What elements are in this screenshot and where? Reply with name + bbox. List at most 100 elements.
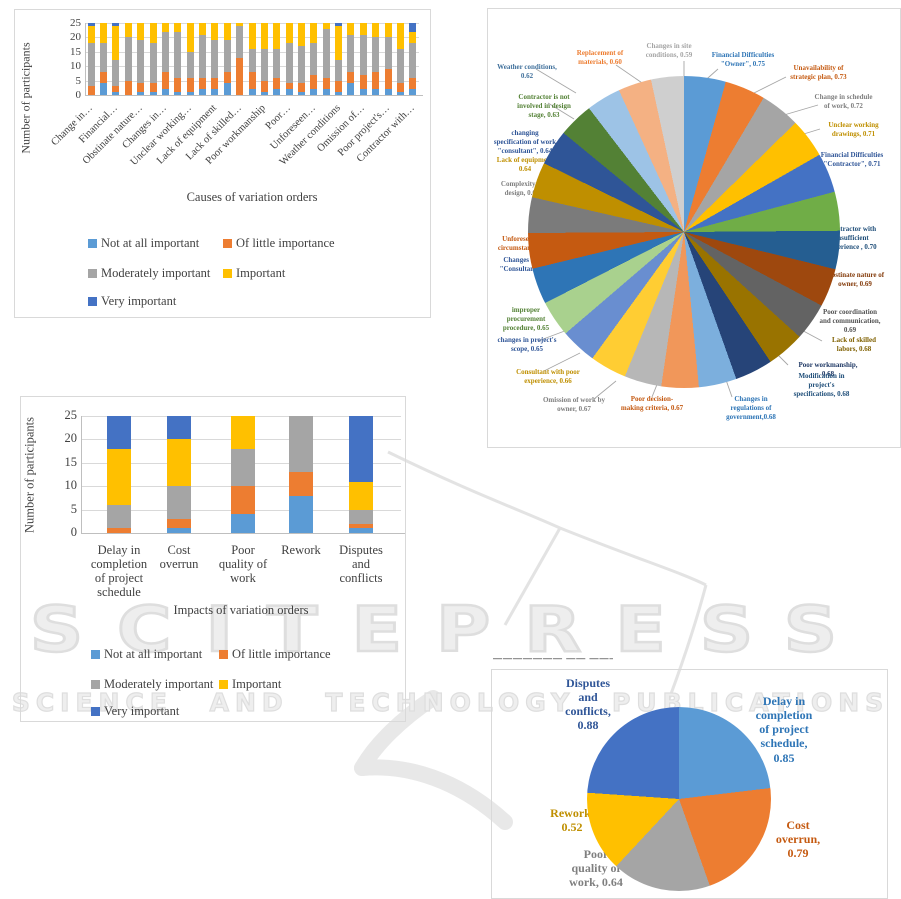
- legend-swatch: [88, 269, 97, 278]
- pie-slice-label: Contractor is not involved in design sta…: [517, 93, 571, 120]
- pie-slice-label: Poor coordination and communication, 0.6…: [819, 308, 881, 335]
- pie-slice-label: Unclear working drawings, 0.71: [828, 121, 879, 139]
- bar-segment: [231, 448, 255, 487]
- x-category-label: Rework: [281, 543, 321, 557]
- bar-segment: [310, 43, 318, 75]
- bar-segment: [310, 89, 318, 95]
- bar-segment: [285, 43, 293, 84]
- bar-segment: [199, 77, 207, 90]
- bar-segment: [289, 472, 313, 496]
- pie-slice-label: Poor decision- making criteria, 0.67: [620, 395, 684, 413]
- bar-segment: [248, 23, 256, 49]
- bar-segment: [167, 528, 191, 533]
- legend-item-little: Of little importance: [223, 236, 335, 251]
- bar-segment: [199, 89, 207, 95]
- bar-segment: [211, 23, 219, 41]
- bar-segment: [236, 23, 244, 26]
- y-tick-label: 0: [75, 89, 82, 101]
- bar-segment: [124, 23, 132, 38]
- bar-segment: [161, 31, 169, 72]
- bar-segment: [211, 40, 219, 78]
- impacts-bar-chart-panel: Number of participants Impacts of variat…: [20, 396, 406, 722]
- bar-segment: [87, 25, 95, 44]
- bar-segment: [174, 31, 182, 78]
- bar-segment: [107, 504, 131, 529]
- bar-segment: [359, 34, 367, 75]
- bar-segment: [310, 74, 318, 90]
- bar-segment: [167, 518, 191, 529]
- bar-segment: [349, 481, 373, 510]
- bar-segment: [112, 86, 120, 93]
- bar-segment: [359, 23, 367, 35]
- bar-segment: [273, 77, 281, 90]
- bar-segment: [149, 92, 157, 95]
- y-axis-line: [85, 23, 86, 95]
- legend-swatch: [219, 680, 228, 689]
- bar-segment: [174, 23, 182, 32]
- bar-segment: [396, 23, 404, 49]
- bar-segment: [409, 89, 417, 95]
- bar-segment: [223, 83, 231, 95]
- bar-segment: [322, 23, 330, 29]
- y-tick-label: 20: [70, 31, 81, 44]
- bar-segment: [231, 416, 255, 449]
- bar-segment: [149, 43, 157, 84]
- pie-slice-label: Lack of equipment 0.64: [496, 156, 554, 174]
- impacts-pie: [587, 707, 771, 891]
- bar-segment: [161, 71, 169, 90]
- bar-segment: [161, 89, 169, 95]
- pie-slice-label: Unavailability of strategic plan, 0.73: [790, 64, 847, 82]
- pie-slice-label: Change in schedule of work, 0.72: [814, 93, 873, 111]
- bar-segment: [289, 495, 313, 533]
- bar-segment: [322, 77, 330, 90]
- bar-segment: [335, 23, 343, 26]
- bar-segment: [167, 486, 191, 519]
- bar-segment: [409, 77, 417, 90]
- bar-segment: [372, 37, 380, 72]
- bar-segment: [223, 23, 231, 41]
- bar-segment: [359, 89, 367, 95]
- legend-item-moderate: Moderately important: [88, 266, 210, 281]
- bar-segment: [107, 528, 131, 533]
- bar-segment: [167, 416, 191, 440]
- legend-swatch: [223, 269, 232, 278]
- y-tick-label: 5: [70, 501, 77, 516]
- bar-segment: [137, 83, 145, 93]
- bar-segment: [347, 34, 355, 72]
- pie-slice-label: Financial Difficulties "Contractor", 0.7…: [820, 151, 884, 169]
- legend-swatch: [219, 650, 228, 659]
- pie-slice-label: Cost overrun, 0.79: [775, 818, 821, 861]
- x-category-label: Cost overrun: [159, 543, 199, 571]
- legend-swatch: [88, 239, 97, 248]
- pie-slice-label: Delay in completion of project schedule,…: [755, 694, 813, 765]
- bar-segment: [384, 37, 392, 70]
- bar-segment: [396, 48, 404, 84]
- legend-swatch: [91, 707, 100, 716]
- y-tick-label: 5: [75, 74, 82, 87]
- bar-segment: [384, 23, 392, 38]
- bar-segment: [100, 43, 108, 72]
- pie-slice-label: changes in project's scope, 0.65: [497, 336, 557, 354]
- pie-slice-label: Obstinate nature of owner, 0.69: [825, 271, 885, 289]
- y-tick-label: 0: [70, 525, 77, 539]
- bar-segment: [223, 71, 231, 84]
- bar-segment: [322, 89, 330, 95]
- y-tick-label: 10: [64, 478, 78, 493]
- bar-segment: [409, 43, 417, 78]
- bar-segment: [273, 48, 281, 78]
- watermark-title: SCITEPRESS: [28, 593, 872, 668]
- bar-segment: [384, 89, 392, 95]
- x-category-label: Disputes and conflicts: [339, 543, 383, 585]
- bar-segment: [372, 71, 380, 90]
- bar-segment: [297, 92, 305, 95]
- bar-segment: [186, 77, 194, 93]
- bar-segment: [273, 23, 281, 49]
- legend-item-not-at-all: Not at all important: [88, 236, 199, 251]
- bar-segment: [100, 83, 108, 95]
- causes-pie: [528, 76, 840, 388]
- y-tick-label: 15: [64, 454, 78, 469]
- bar-segment: [349, 509, 373, 524]
- pie-slice-label: Rework, 0.52: [550, 806, 594, 835]
- y-axis-line: [81, 416, 82, 533]
